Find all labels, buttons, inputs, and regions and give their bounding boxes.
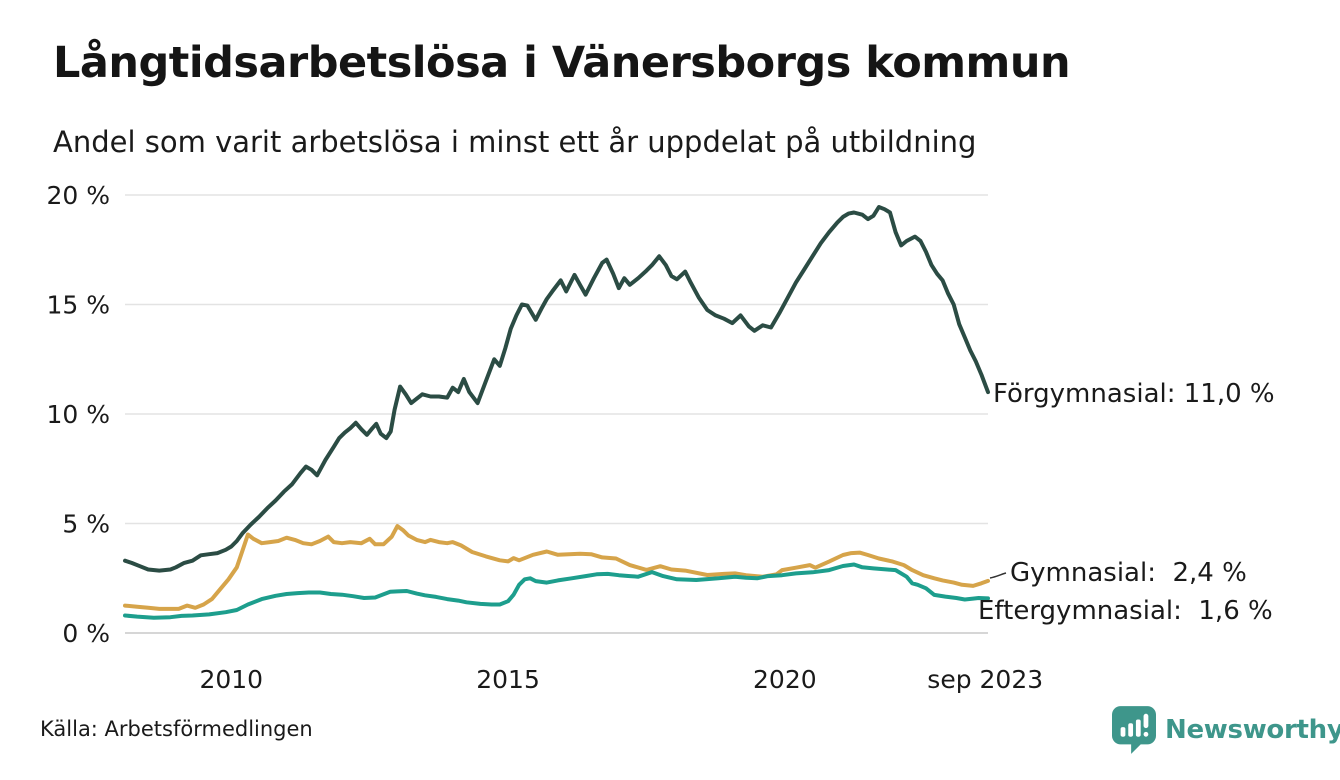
x-tick-label: 2010 — [199, 665, 263, 694]
y-tick-label: 15 % — [46, 291, 110, 320]
series-end-label-gymnasial: Gymnasial: 2,4 % — [1010, 558, 1247, 588]
y-tick-label: 10 % — [46, 400, 110, 429]
series-end-label-förgymnasial: Förgymnasial: 11,0 % — [993, 379, 1275, 409]
series-line-gymnasial — [123, 524, 990, 611]
source-note: Källa: Arbetsförmedlingen — [40, 717, 313, 741]
series-end-label-eftergymnasial: Eftergymnasial: 1,6 % — [978, 596, 1273, 626]
chart-subtitle: Andel som varit arbetslösa i minst ett å… — [53, 125, 977, 159]
series-line-förgymnasial — [123, 205, 990, 573]
label-leader-gymnasial — [989, 572, 1007, 579]
y-tick-label: 20 % — [46, 181, 110, 210]
y-tick-label: 5 % — [62, 510, 110, 539]
newsworthy-wordmark: Newsworthy — [1165, 715, 1340, 745]
newsworthy-logo: Newsworthy — [1112, 706, 1340, 754]
x-tick-label: 2015 — [476, 665, 540, 694]
x-tick-label: sep 2023 — [927, 665, 1043, 694]
y-tick-label: 0 % — [62, 619, 110, 648]
x-tick-label: 2020 — [753, 665, 817, 694]
newsworthy-icon — [1112, 706, 1156, 754]
series-line-eftergymnasial — [123, 562, 990, 620]
chart-title: Långtidsarbetslösa i Vänersborgs kommun — [53, 38, 1071, 88]
